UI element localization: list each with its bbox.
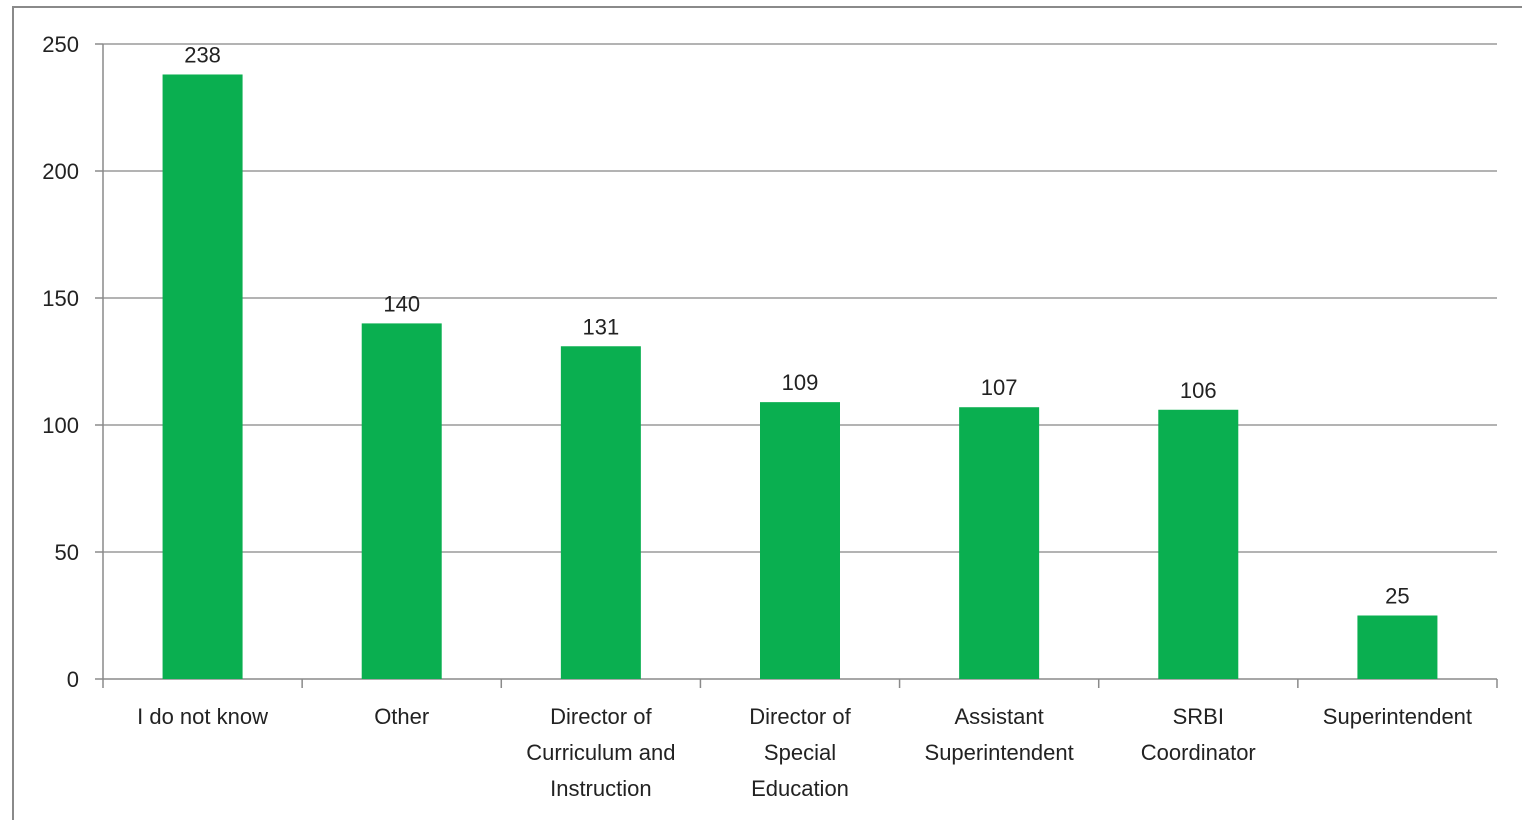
bar xyxy=(560,346,641,679)
category-label: Superintendent xyxy=(925,740,1074,765)
category-label: Coordinator xyxy=(1141,740,1256,765)
data-label: 238 xyxy=(184,42,221,67)
y-tick-label: 50 xyxy=(55,540,79,565)
data-label: 25 xyxy=(1385,584,1409,609)
y-tick-label: 250 xyxy=(42,32,79,57)
chart-frame xyxy=(12,6,1522,820)
data-label: 131 xyxy=(582,314,619,339)
category-label: Superintendent xyxy=(1323,704,1472,729)
y-tick-label: 0 xyxy=(67,667,79,692)
data-label: 109 xyxy=(782,370,819,395)
category-label: Director of xyxy=(550,704,652,729)
bar xyxy=(1158,409,1239,679)
data-label: 140 xyxy=(383,291,420,316)
category-label: Education xyxy=(751,776,849,801)
category-label: Other xyxy=(374,704,429,729)
y-tick-label: 100 xyxy=(42,413,79,438)
data-label: 107 xyxy=(981,375,1018,400)
category-label: Instruction xyxy=(550,776,652,801)
y-tick-label: 200 xyxy=(42,159,79,184)
y-tick-label: 150 xyxy=(42,286,79,311)
category-label: I do not know xyxy=(137,704,268,729)
bar xyxy=(959,407,1040,679)
category-label: Assistant xyxy=(955,704,1044,729)
bar xyxy=(1357,615,1438,679)
category-label: SRBI xyxy=(1173,704,1224,729)
bar xyxy=(162,74,243,680)
category-label: Curriculum and xyxy=(526,740,675,765)
category-label: Special xyxy=(764,740,836,765)
bar xyxy=(361,323,442,679)
category-label: Director of xyxy=(749,704,851,729)
bar xyxy=(760,402,840,679)
data-label: 106 xyxy=(1180,378,1217,403)
